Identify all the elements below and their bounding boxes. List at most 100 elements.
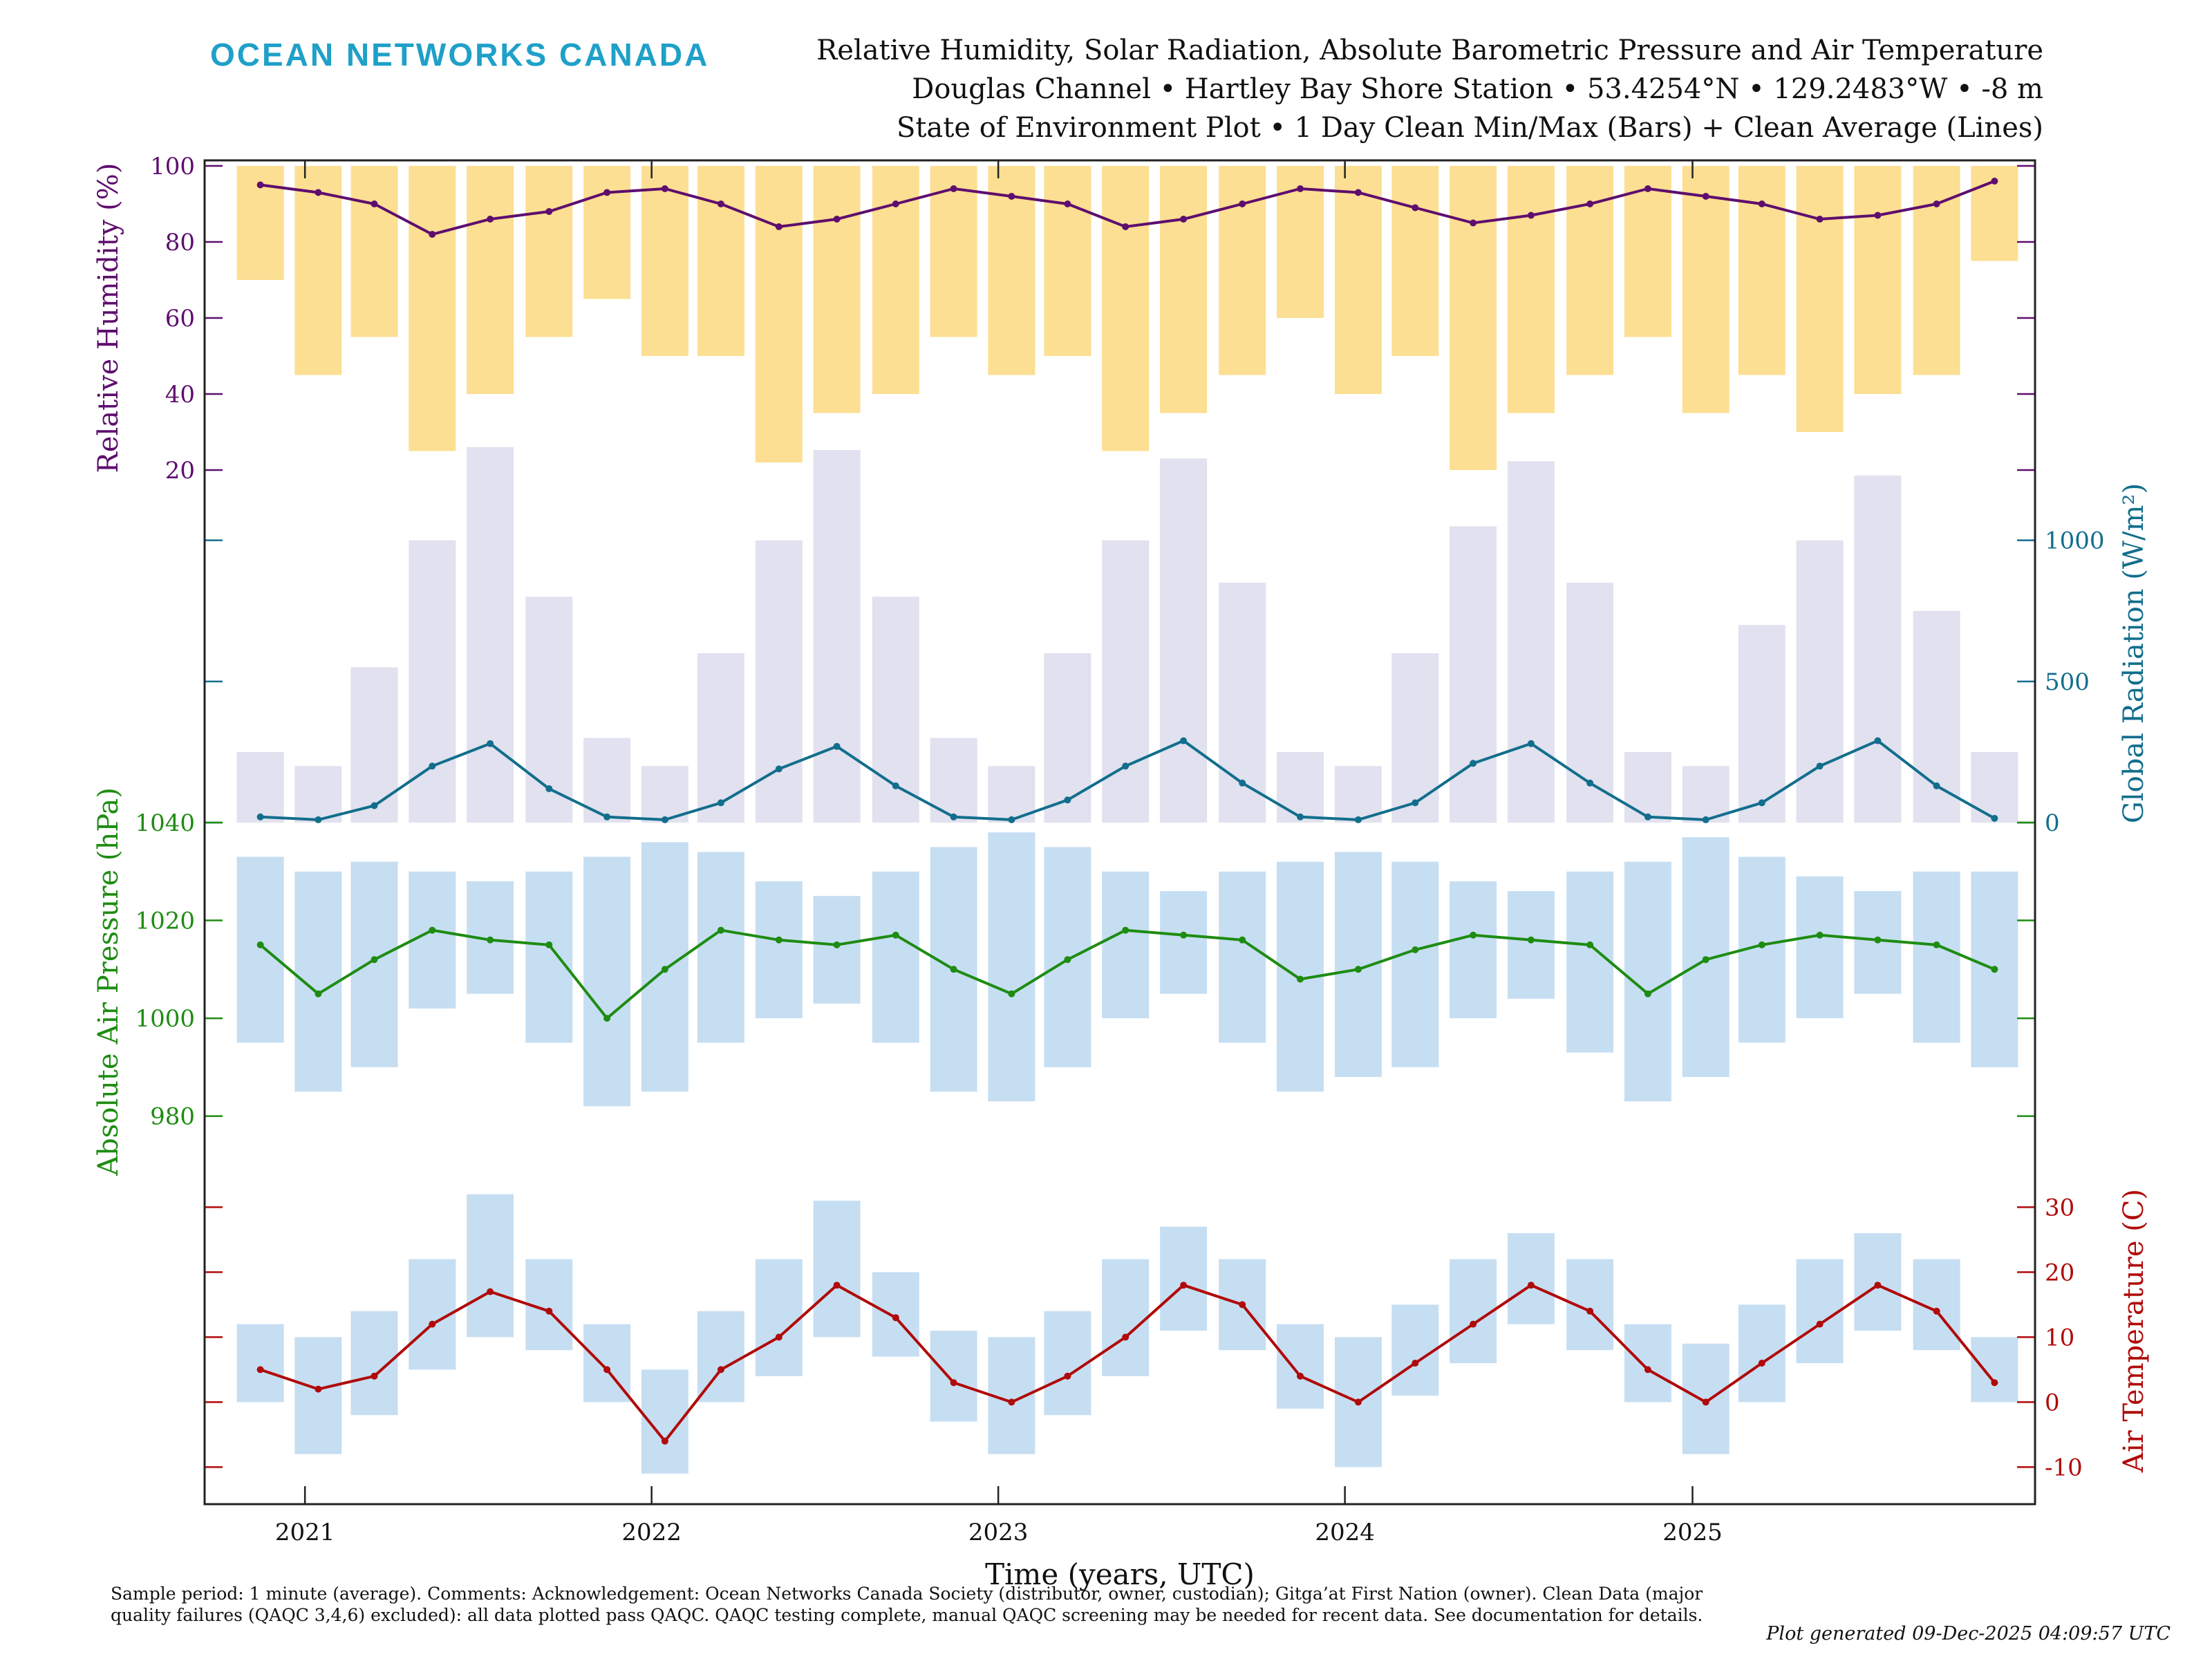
pressure-average-point (1239, 936, 1246, 944)
pressure-average-point (775, 936, 782, 944)
radiation-minmax-bar (409, 540, 456, 823)
radiation-average-point (256, 813, 264, 821)
pressure-average-point (545, 941, 553, 948)
pressure-minmax-bar (236, 856, 284, 1043)
pressure-average-point (1527, 936, 1535, 944)
x-tick-label: 2024 (1315, 1519, 1375, 1546)
temperature-average-point (1412, 1360, 1419, 1367)
temperature-average-point (717, 1366, 724, 1374)
radiation-minmax-bar (1738, 625, 1785, 823)
temperature-average-point (1933, 1307, 1940, 1315)
radiation-minmax-bar (1507, 461, 1555, 823)
temperature-minmax-bar (930, 1331, 977, 1422)
radiation-average-point (661, 816, 668, 823)
pressure-average-point (1933, 941, 1940, 948)
brand-logo-text: OCEAN NETWORKS CANADA (210, 37, 710, 73)
pressure-minmax-bar (1507, 891, 1555, 999)
humidity-y-tick-label: 40 (165, 381, 195, 409)
pressure-average-point (950, 966, 957, 973)
humidity-minmax-bar (1219, 166, 1266, 375)
temperature-minmax-bar (1277, 1324, 1324, 1409)
humidity-average-point (1527, 212, 1535, 219)
radiation-average-point (1122, 762, 1130, 770)
chart-subtitle-location: Douglas Channel • Hartley Bay Shore Stat… (912, 73, 2043, 105)
temperature-average-point (1644, 1366, 1651, 1374)
temperature-average-point (603, 1366, 611, 1374)
temperature-average-point (1816, 1320, 1824, 1328)
humidity-average-point (1008, 193, 1015, 200)
temperature-average-point (1586, 1307, 1594, 1315)
radiation-average-point (1933, 782, 1940, 789)
pressure-minmax-bar (697, 852, 744, 1043)
humidity-minmax-bar (930, 166, 977, 337)
pressure-minmax-bar (350, 861, 398, 1067)
humidity-minmax-bar (1334, 166, 1382, 394)
humidity-y-tick-label: 20 (165, 457, 195, 485)
radiation-minmax-bar (1854, 475, 1902, 823)
radiation-minmax-bar (1334, 766, 1382, 823)
x-tick-label: 2021 (275, 1519, 335, 1546)
humidity-average-point (1412, 204, 1419, 212)
x-tick-label: 2022 (621, 1519, 682, 1546)
pressure-minmax-bar (525, 871, 573, 1043)
temperature-average-point (1470, 1320, 1477, 1328)
temperature-average-point (1180, 1282, 1188, 1289)
radiation-average-point (717, 799, 724, 807)
temperature-average-point (1874, 1282, 1882, 1289)
humidity-y-axis-label: Relative Humidity (%) (93, 163, 124, 474)
temperature-minmax-bar (1624, 1324, 1671, 1403)
radiation-average-point (1412, 799, 1419, 807)
humidity-average-point (256, 181, 264, 189)
pressure-average-point (1644, 990, 1651, 997)
minmax-bars-layer (236, 166, 2018, 1474)
temperature-average-point (1008, 1398, 1015, 1406)
humidity-minmax-bar (697, 166, 744, 356)
temperature-y-tick-label: 0 (2045, 1389, 2060, 1416)
radiation-minmax-bar (1277, 751, 1324, 823)
temperature-minmax-bar (813, 1201, 861, 1338)
humidity-average-point (1122, 223, 1130, 230)
radiation-minmax-bar (930, 738, 977, 823)
radiation-average-point (775, 765, 782, 773)
pressure-minmax-bar (1160, 891, 1208, 994)
temperature-average-point (775, 1333, 782, 1341)
temperature-average-point (1702, 1398, 1709, 1406)
humidity-minmax-bar (1738, 166, 1785, 375)
radiation-average-point (1354, 816, 1362, 823)
pressure-average-point (1180, 931, 1188, 939)
humidity-minmax-bar (1044, 166, 1091, 356)
pressure-average-point (833, 941, 841, 948)
radiation-average-point (371, 802, 378, 809)
pressure-y-tick-label: 980 (150, 1103, 195, 1131)
temperature-average-point (1354, 1398, 1362, 1406)
pressure-average-point (1064, 956, 1071, 964)
temperature-average-point (1239, 1301, 1246, 1309)
average-lines-layer (256, 178, 1998, 1445)
radiation-minmax-bar (1971, 751, 2018, 823)
plot-frame (203, 159, 2036, 1506)
pressure-minmax-bar (1391, 861, 1439, 1067)
temperature-y-tick-label: 10 (2045, 1324, 2074, 1351)
temperature-minmax-bar (1391, 1304, 1439, 1396)
x-tick-label: 2025 (1662, 1519, 1723, 1546)
humidity-average-point (1702, 193, 1709, 200)
humidity-minmax-bar (1682, 166, 1730, 413)
footnote: Sample period: 1 minute (average). Comme… (111, 1584, 1703, 1625)
temperature-minmax-bar (755, 1259, 803, 1376)
temperature-average-point (256, 1366, 264, 1374)
humidity-average-point (775, 223, 782, 230)
humidity-y-tick-label: 60 (165, 305, 195, 332)
temperature-average-point (1527, 1282, 1535, 1289)
pressure-average-point (892, 931, 899, 939)
radiation-average-point (892, 782, 899, 789)
radiation-average-point (545, 785, 553, 792)
humidity-average-point (603, 189, 611, 196)
temperature-minmax-bar (467, 1194, 514, 1338)
radiation-minmax-bar (1566, 582, 1614, 823)
radiation-y-tick-label: 500 (2045, 668, 2090, 696)
pressure-y-tick-label: 1000 (135, 1005, 195, 1033)
pressure-minmax-bar (409, 871, 456, 1009)
radiation-average-point (1644, 813, 1651, 821)
